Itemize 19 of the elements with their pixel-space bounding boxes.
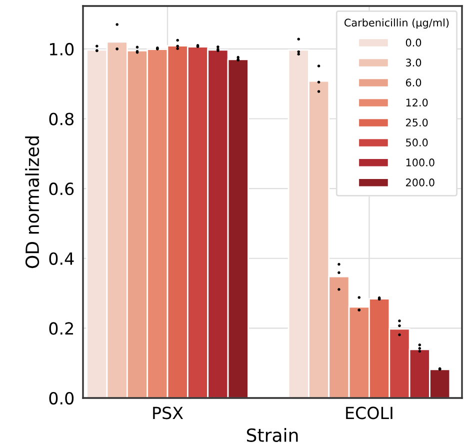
legend-label: 3.0 <box>406 58 422 67</box>
y-tick-label: 0.4 <box>49 252 74 265</box>
y-axis-title: OD normalized <box>25 136 40 268</box>
legend-label: 6.0 <box>406 78 422 86</box>
y-tick-label: 0.8 <box>49 112 74 126</box>
y-tick-label: 0.0 <box>49 392 74 405</box>
x-tick-label: PSX <box>153 406 184 420</box>
legend-label: 12.0 <box>406 98 428 106</box>
legend-label: 50.0 <box>406 138 428 146</box>
legend-label: 200.0 <box>406 178 434 186</box>
legend-label: 25.0 <box>406 118 428 126</box>
legend-label: 0.0 <box>406 38 422 47</box>
legend-label: 100.0 <box>406 158 434 166</box>
x-tick-label: ECOLI <box>346 406 392 420</box>
legend-title: Carbenicillin (µg/ml) <box>344 18 449 29</box>
y-tick-label: 0.6 <box>49 182 74 196</box>
y-tick-label: 0.2 <box>49 322 73 335</box>
y-tick-label: 1.0 <box>50 42 74 56</box>
x-axis-title: Strain <box>246 428 298 442</box>
